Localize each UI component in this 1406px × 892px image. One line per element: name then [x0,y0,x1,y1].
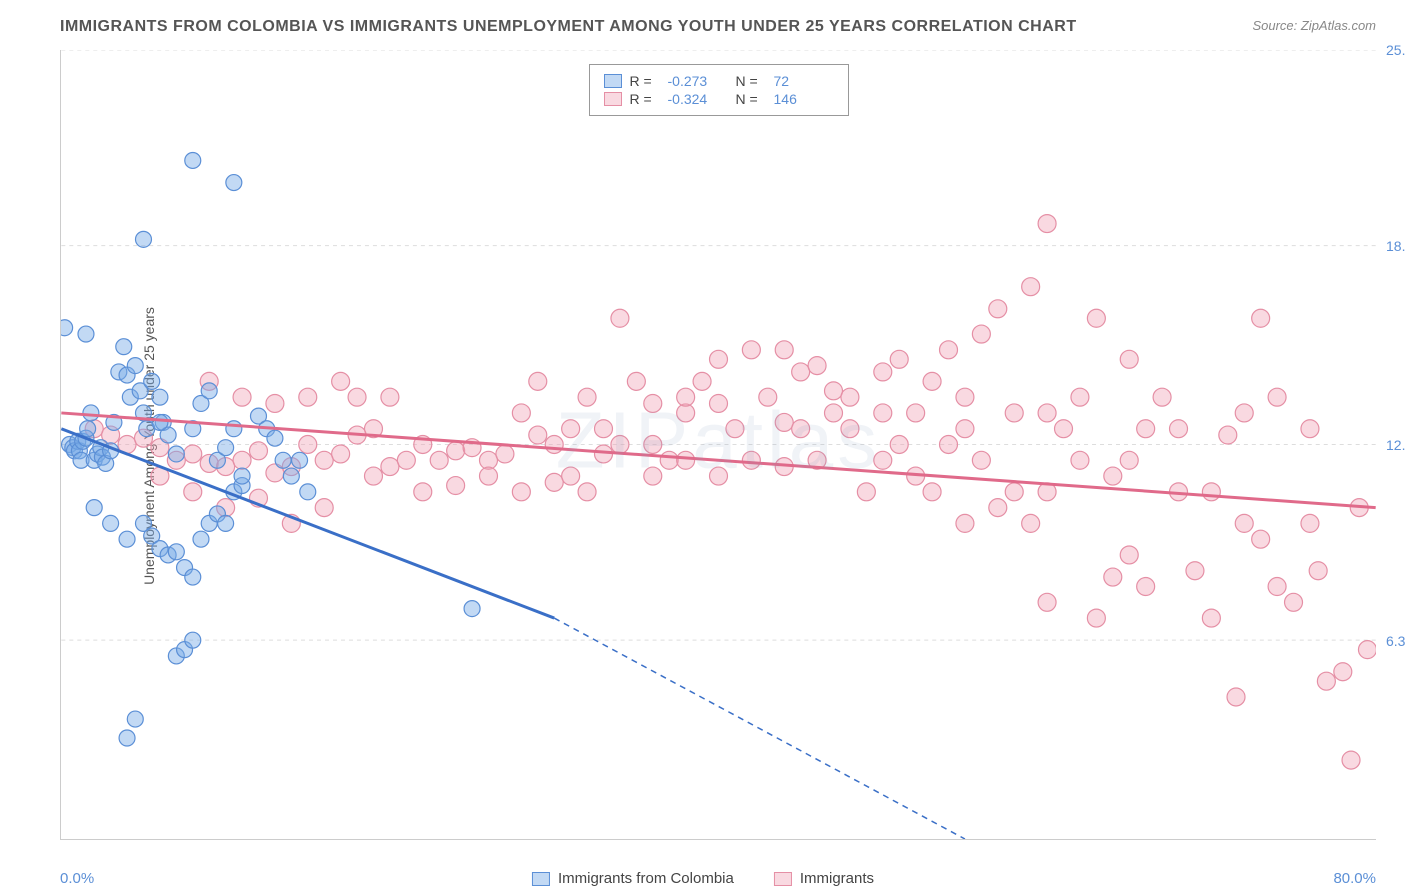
series-legend: Immigrants from Colombia Immigrants [532,870,874,887]
legend-row-series-2: R = -0.324 N = 146 [604,91,834,107]
x-axis-min-label: 0.0% [60,870,94,887]
y-tick-label: 25.0% [1386,42,1406,58]
n-value-1: 72 [774,73,834,89]
y-tick-label: 6.3% [1386,633,1406,649]
x-axis-max-label: 80.0% [1333,870,1376,887]
source-attribution: Source: ZipAtlas.com [1252,18,1376,33]
swatch-bottom-1 [532,872,550,886]
legend-item-2: Immigrants [774,870,874,887]
chart-container: IMMIGRANTS FROM COLOMBIA VS IMMIGRANTS U… [0,0,1406,892]
r-value-2: -0.324 [668,91,728,107]
r-value-1: -0.273 [668,73,728,89]
swatch-bottom-2 [774,872,792,886]
n-value-2: 146 [774,91,834,107]
swatch-series-1 [604,74,622,88]
legend-label-2: Immigrants [800,870,874,887]
legend-item-1: Immigrants from Colombia [532,870,734,887]
r-label: R = [630,91,660,107]
correlation-legend: R = -0.273 N = 72 R = -0.324 N = 146 [589,64,849,116]
legend-label-1: Immigrants from Colombia [558,870,734,887]
legend-row-series-1: R = -0.273 N = 72 [604,73,834,89]
y-tick-label: 12.5% [1386,437,1406,453]
y-tick-label: 18.8% [1386,238,1406,254]
n-label: N = [736,91,766,107]
plot-area: ZIPatlas R = -0.273 N = 72 R = -0.324 N … [60,50,1376,840]
chart-title: IMMIGRANTS FROM COLOMBIA VS IMMIGRANTS U… [60,18,1376,36]
n-label: N = [736,73,766,89]
swatch-series-2 [604,92,622,106]
scatter-svg [61,50,1376,839]
r-label: R = [630,73,660,89]
